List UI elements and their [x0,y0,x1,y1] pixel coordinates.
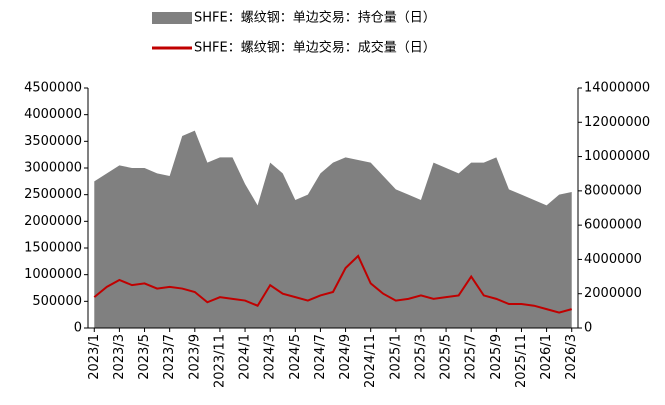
x-tick-label: 2025/5 [439,334,454,380]
y-tick-label: 500000 [32,294,82,309]
x-tick-label: 2023/3 [112,334,127,380]
legend-swatch [152,12,192,24]
y2-tick-label: 14000000 [584,81,650,96]
x-tick-label: 2024/1 [238,334,253,380]
x-tick-label: 2024/11 [363,334,378,388]
line [93,254,572,314]
y-tick-label: 4000000 [24,107,82,122]
y2-tick-label: 4000000 [584,252,642,267]
x-tick-label: 2025/11 [514,334,529,388]
x-tick-label: 2024/3 [263,334,278,380]
x-tick-label: 2026/1 [539,334,554,380]
x-tick-label: 2023/11 [212,334,227,388]
legend-label: SHFE：螺纹钢：单边交易：成交量（日） [194,40,436,56]
area [94,130,572,328]
x-tick-label: 2026/3 [564,334,579,380]
x-tick-label: 2024/5 [288,334,303,380]
y2-tick-label: 6000000 [584,218,642,233]
x-tick-label: 2023/5 [137,334,152,380]
y2-tick-label: 0 [584,321,592,336]
y-tick-label: 3500000 [24,134,82,149]
x-tick-label: 2024/9 [338,334,353,380]
y2-tick-label: 2000000 [584,286,642,301]
y2-tick-label: 12000000 [584,115,650,130]
y-tick-label: 2500000 [24,187,82,202]
x-tick-label: 2025/7 [464,334,479,380]
x-tick-label: 2023/7 [162,334,177,380]
y-tick-label: 2000000 [24,214,82,229]
y-tick-label: 3000000 [24,161,82,176]
y-tick-label: 1500000 [24,241,82,256]
x-tick-label: 2024/7 [313,334,328,380]
x-tick-label: 2025/1 [388,334,403,380]
y-tick-label: 4500000 [24,81,82,96]
y2-tick-label: 8000000 [584,183,642,198]
y2-tick-label: 10000000 [584,149,650,164]
x-tick-label: 2025/9 [489,334,504,380]
x-tick-label: 2023/1 [87,334,102,380]
x-tick-label: 2023/9 [187,334,202,380]
legend-label: SHFE：螺纹钢：单边交易：持仓量（日） [194,10,436,26]
x-tick-label: 2025/3 [413,334,428,380]
y-tick-label: 1000000 [24,267,82,282]
y-tick-label: 0 [74,321,82,336]
